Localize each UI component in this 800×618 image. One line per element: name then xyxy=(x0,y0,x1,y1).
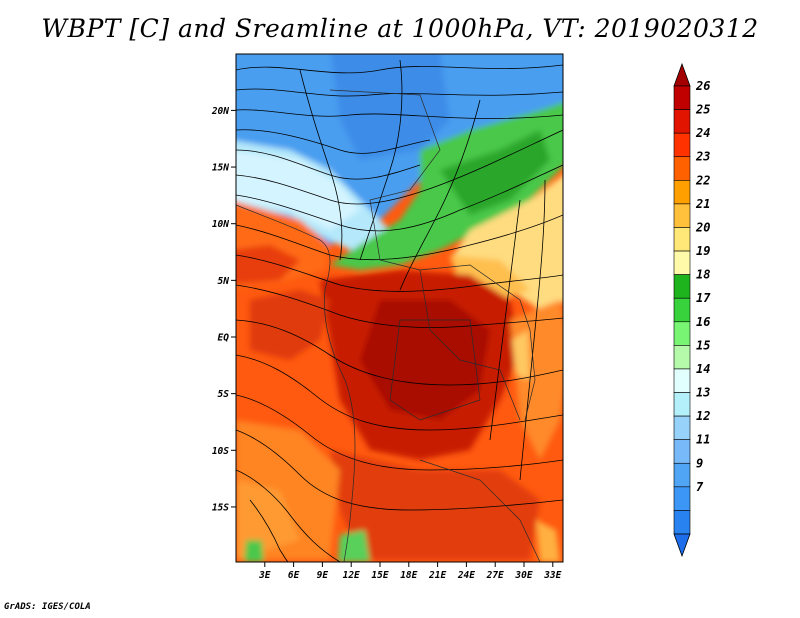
colorbar-segment xyxy=(673,227,691,252)
colorbar-segment xyxy=(673,462,691,488)
colorbar-label: 9 xyxy=(696,456,703,470)
colorbar-label: 19 xyxy=(696,244,710,258)
colorbar-label: 7 xyxy=(696,480,704,494)
lon-tick-label: 15E xyxy=(371,570,388,581)
colorbar xyxy=(673,62,691,558)
lon-tick-label: 33E xyxy=(543,570,561,581)
colorbar-label: 23 xyxy=(695,150,710,164)
colorbar-label: 18 xyxy=(696,268,710,282)
lon-tick-label: 24E xyxy=(457,570,475,581)
colorbar-label: 24 xyxy=(695,126,710,140)
colorbar-label: 20 xyxy=(695,220,710,234)
colorbar-segment xyxy=(673,368,691,393)
colorbar-segment xyxy=(673,250,691,275)
latitude-axis: 20N 15N 10N 5N EQ 5S 10S 15S xyxy=(211,106,236,513)
lon-tick-label: 18E xyxy=(400,570,417,581)
colorbar-label: 17 xyxy=(696,291,711,305)
colorbar-segment xyxy=(673,180,691,205)
wbpt-field xyxy=(236,54,563,562)
borders xyxy=(236,89,541,562)
colorbar-label: 12 xyxy=(696,409,710,423)
lon-tick-label: 9E xyxy=(317,570,329,581)
colorbar-label: 26 xyxy=(695,79,710,93)
lat-tick-label: 10S xyxy=(212,446,229,457)
lat-tick-label: 5S xyxy=(218,389,230,400)
lon-tick-label: 27E xyxy=(486,570,504,581)
footer-credit: GrADS: IGES/COLA xyxy=(4,602,91,612)
plot-frame xyxy=(235,53,564,563)
colorbar-cap-bottom xyxy=(673,533,691,558)
lon-tick-label: 21E xyxy=(428,570,446,581)
longitude-axis: 3E 6E 9E 12E 15E 18E 21E 24E 27E 30E 33E xyxy=(258,562,562,581)
colorbar-segment xyxy=(673,510,691,535)
colorbar-segment xyxy=(673,321,691,346)
colorbar-segment xyxy=(673,486,691,511)
colorbar-label: 15 xyxy=(696,338,710,352)
colorbar-segment xyxy=(673,297,691,323)
colorbar-segment xyxy=(673,203,691,228)
colorbar-segment xyxy=(673,439,691,464)
colorbar-segment xyxy=(673,109,691,134)
streamlines xyxy=(236,59,563,562)
lat-tick-label: 20N xyxy=(211,106,229,117)
colorbar-label: 13 xyxy=(696,386,710,400)
colorbar-label: 16 xyxy=(696,315,710,329)
lon-tick-label: 6E xyxy=(288,570,300,581)
colorbar-cap-top xyxy=(673,62,691,87)
lat-tick-label: 10N xyxy=(212,219,229,230)
lon-tick-label: 30E xyxy=(514,570,532,581)
colorbar-label: 14 xyxy=(696,362,710,376)
colorbar-segment xyxy=(673,392,691,417)
colorbar-segment xyxy=(673,415,691,440)
colorbar-segment xyxy=(673,132,691,158)
lon-tick-label: 12E xyxy=(343,570,360,581)
colorbar-label: 21 xyxy=(695,197,710,211)
colorbar-segment xyxy=(673,156,691,181)
colorbar-label: 11 xyxy=(696,433,710,447)
colorbar-segment xyxy=(673,274,691,299)
lat-tick-label: 15N xyxy=(212,163,229,174)
lon-tick-label: 3E xyxy=(258,570,271,581)
lat-tick-label: 5N xyxy=(218,276,230,287)
lat-tick-label: EQ xyxy=(218,333,230,344)
colorbar-labels: 26 25 24 23 22 21 20 19 18 17 16 15 14 13 12 11 9 7 xyxy=(695,79,711,494)
colorbar-segment xyxy=(673,85,691,110)
colorbar-segment xyxy=(673,345,691,370)
lat-tick-label: 15S xyxy=(212,502,229,513)
colorbar-label: 25 xyxy=(695,103,710,117)
map-title: WBPT [C] and Sreamline at 1000hPa, VT: 2… xyxy=(41,14,759,43)
colorbar-label: 22 xyxy=(695,173,710,187)
